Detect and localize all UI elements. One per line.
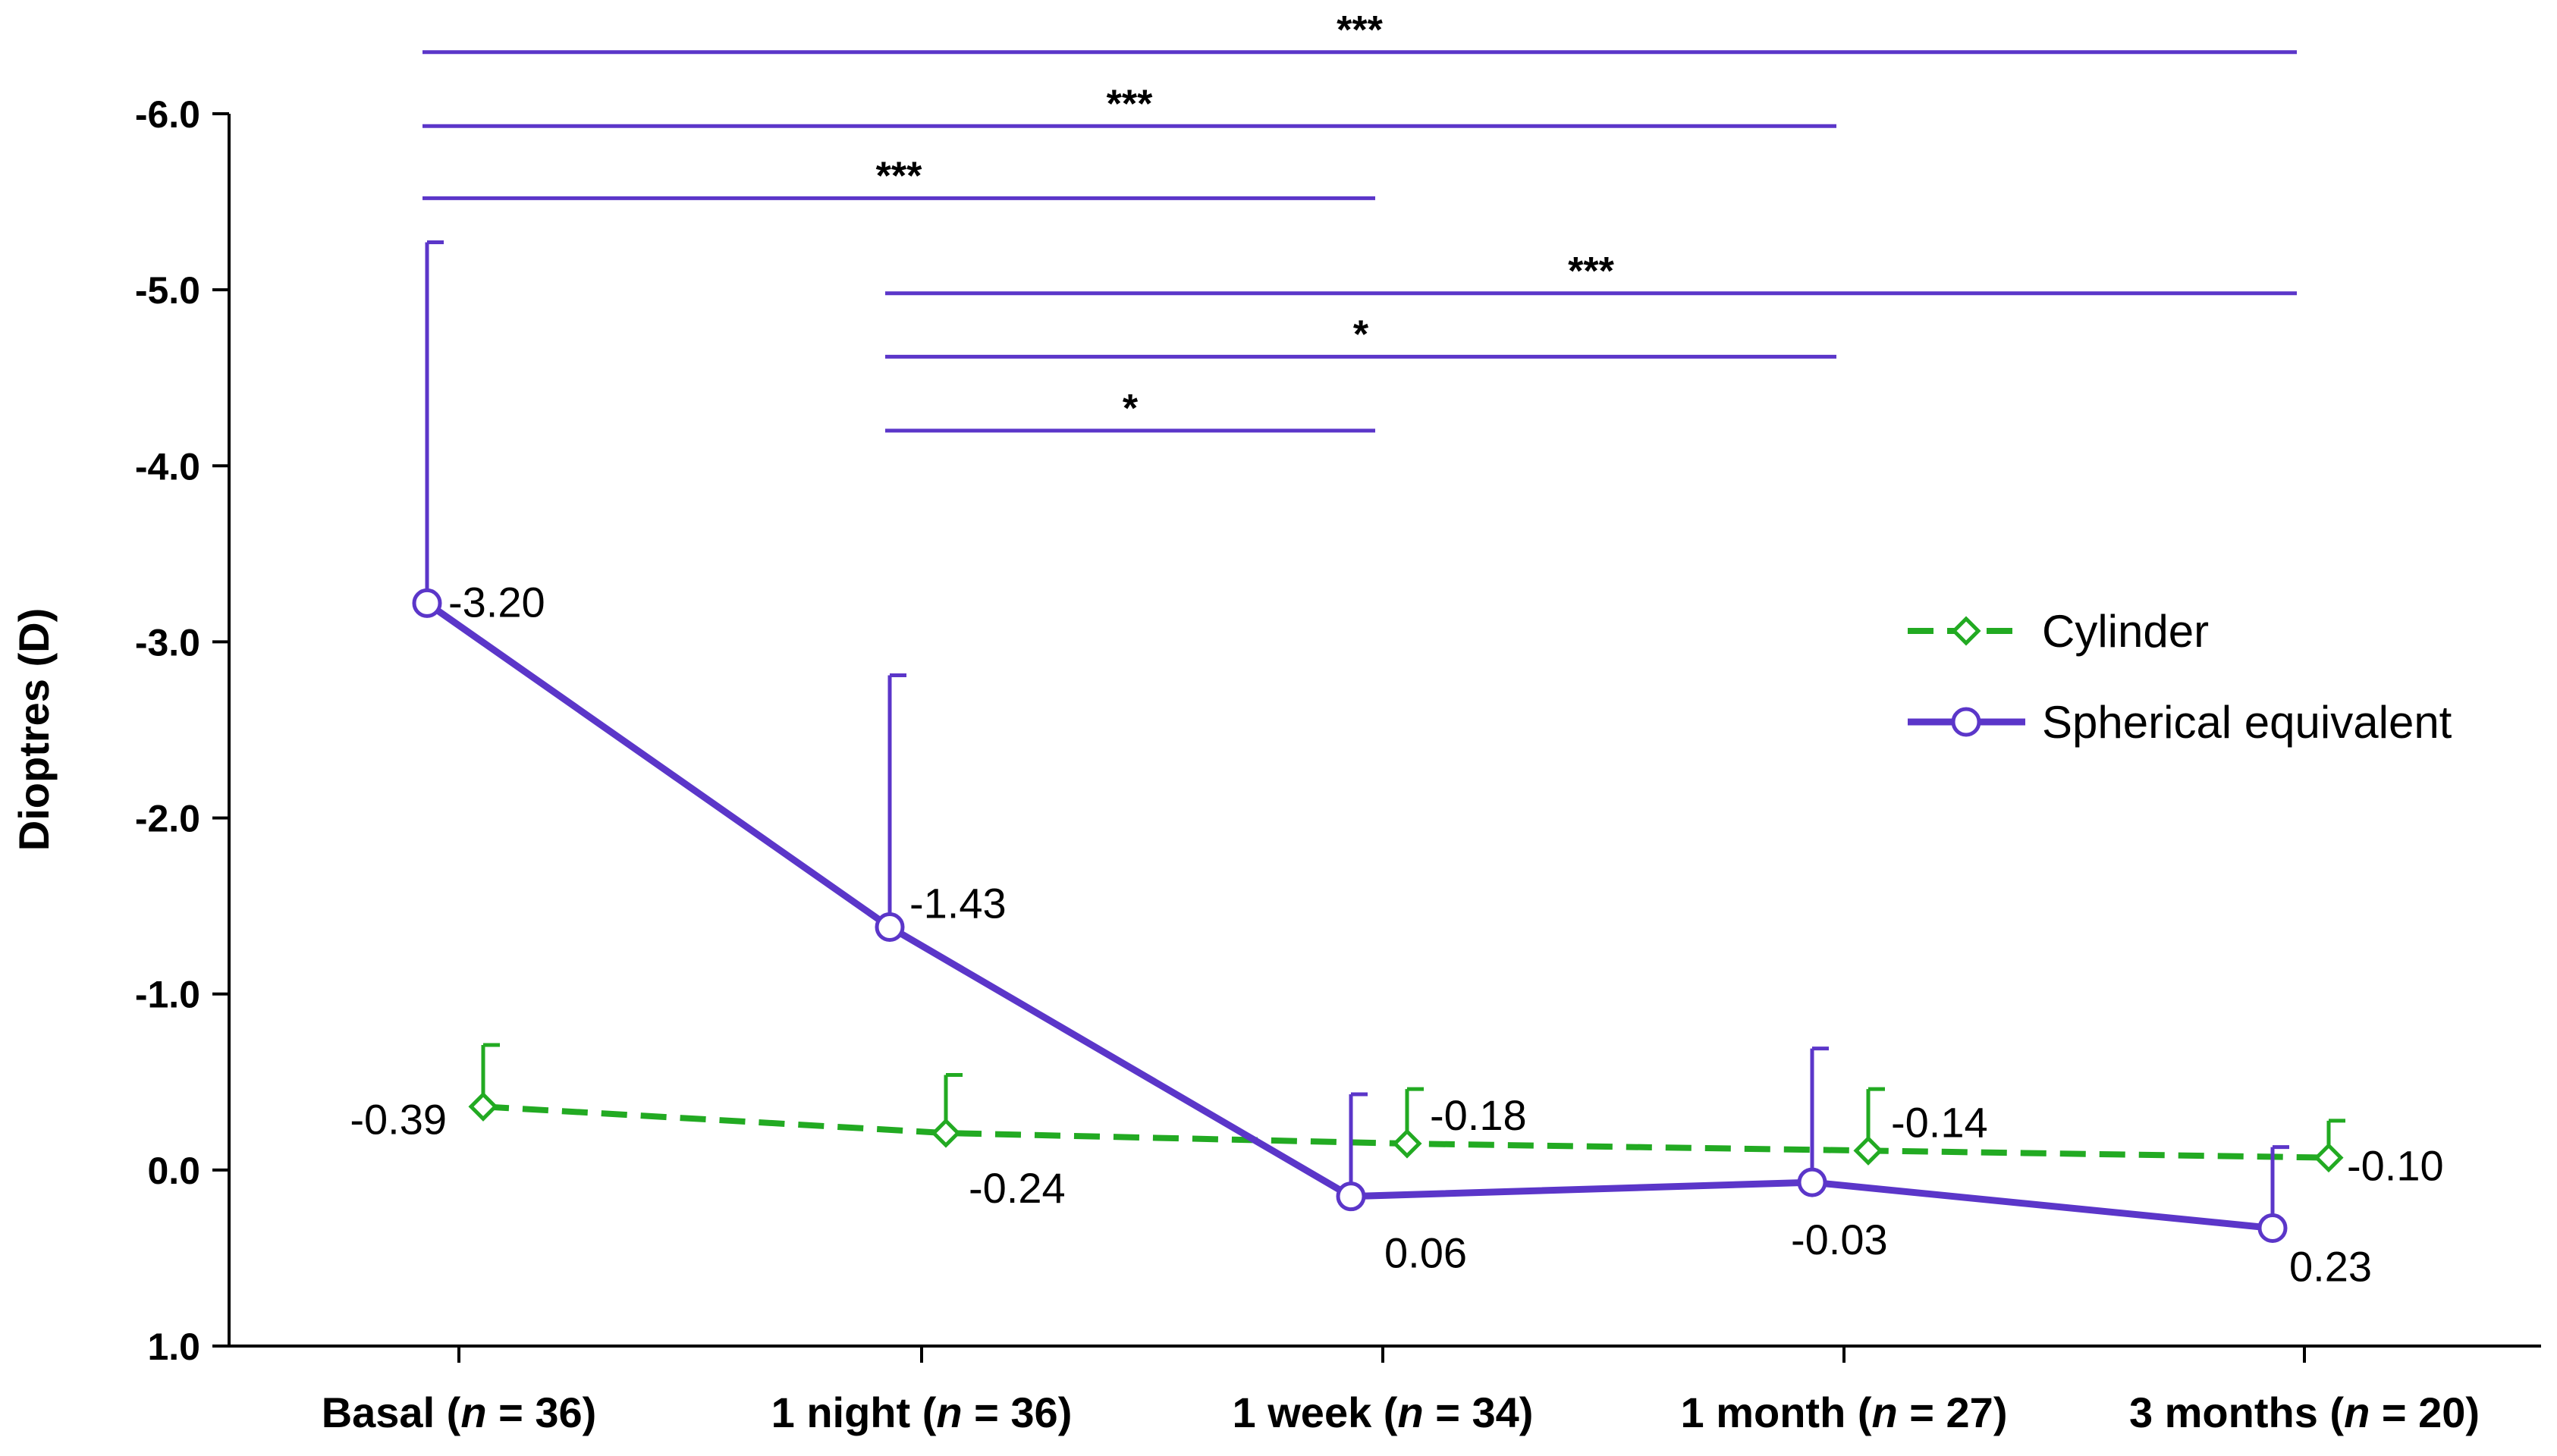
x-tick-label: 1 week (n = 34) (1233, 1389, 1534, 1436)
data-point (1797, 1167, 1827, 1197)
legend-marker (1951, 616, 1981, 646)
data-point (1853, 1135, 1883, 1166)
data-label: -0.18 (1430, 1091, 1527, 1139)
data-label: -1.43 (909, 880, 1007, 927)
y-tick-label: -6.0 (135, 93, 200, 136)
significance-label: *** (1568, 249, 1614, 293)
significance-label: *** (1337, 8, 1383, 52)
category-n: n (2344, 1389, 2370, 1436)
data-label: -0.39 (350, 1095, 447, 1143)
legend-label: Cylinder (2042, 606, 2209, 657)
significance-label: *** (1107, 82, 1153, 126)
y-tick-label: -1.0 (135, 974, 200, 1016)
y-axis-label: Dioptres (D) (10, 608, 58, 851)
series-spherical-equivalent (412, 240, 2289, 1243)
category-text: 3 months ( (2129, 1389, 2344, 1436)
y-tick-label: 0.0 (147, 1150, 200, 1192)
data-label: 0.23 (2289, 1242, 2372, 1290)
data-point (468, 1091, 498, 1122)
legend-marker (1951, 707, 1981, 737)
category-text: 1 night ( (771, 1389, 937, 1436)
data-label: 0.06 (1384, 1229, 1467, 1277)
category-n: n (1872, 1389, 1898, 1436)
significance-bars: ************** (423, 8, 2297, 433)
data-point (1392, 1128, 1422, 1159)
data-label: -0.24 (969, 1164, 1066, 1212)
y-tick-label: -2.0 (135, 798, 200, 840)
y-tick-label: -3.0 (135, 621, 200, 664)
y-tick-label: -5.0 (135, 269, 200, 312)
x-tick-label: 1 night (n = 36) (771, 1389, 1073, 1436)
category-count: = 27) (1898, 1389, 2008, 1436)
significance-label: *** (876, 154, 922, 198)
legend-label: Spherical equivalent (2042, 697, 2452, 748)
series (412, 240, 2345, 1243)
significance-label: * (1353, 312, 1369, 356)
category-count: = 36) (963, 1389, 1073, 1436)
data-point (412, 588, 442, 618)
x-tick-label: 3 months (n = 20) (2129, 1389, 2480, 1436)
category-text: Basal ( (322, 1389, 461, 1436)
legend-item: Spherical equivalent (1908, 697, 2452, 748)
data-point (2314, 1143, 2344, 1173)
data-point (2257, 1213, 2288, 1243)
y-tick-label: 1.0 (147, 1326, 200, 1368)
category-text: 1 week ( (1233, 1389, 1398, 1436)
category-count: = 34) (1424, 1389, 1534, 1436)
data-point (931, 1118, 961, 1148)
category-count: = 36) (487, 1389, 597, 1436)
data-point (1336, 1181, 1366, 1212)
significance-label: * (1123, 387, 1139, 431)
data-label: -3.20 (448, 578, 545, 626)
category-count: = 20) (2370, 1389, 2480, 1436)
category-n: n (1397, 1389, 1423, 1436)
category-text: 1 month ( (1681, 1389, 1872, 1436)
data-label: -0.03 (1791, 1216, 1888, 1263)
y-tick-label: -4.0 (135, 445, 200, 488)
x-tick-label: 1 month (n = 27) (1681, 1389, 2008, 1436)
legend-item: Cylinder (1908, 606, 2209, 657)
data-label: -0.14 (1891, 1098, 1988, 1146)
legend: Cylinder Spherical equivalent (1908, 606, 2452, 748)
data-label: -0.10 (2347, 1142, 2444, 1190)
axes: -6.0 -5.0 -4.0 -3.0 -2.0 -1.0 0.0 1.0 Dioptres (… (10, 93, 2541, 1436)
series-cylinder (468, 1043, 2345, 1173)
data-point (875, 912, 905, 942)
category-n: n (936, 1389, 962, 1436)
data-labels: -0.39 -0.24 -0.18 -0.14 -0.10 -3.20 -1.43 0.06 -… (350, 578, 2443, 1290)
category-n: n (460, 1389, 486, 1436)
x-tick-label: Basal (n = 36) (322, 1389, 597, 1436)
